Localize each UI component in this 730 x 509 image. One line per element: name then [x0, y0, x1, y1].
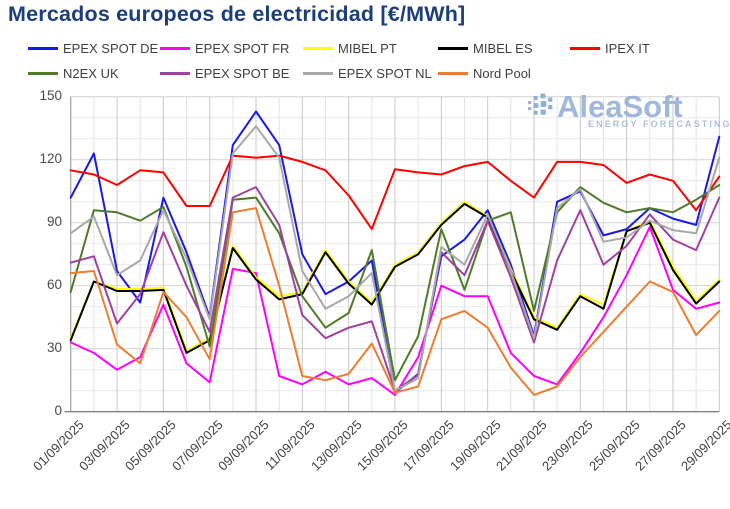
y-tick-label-0: 0: [54, 403, 62, 419]
legend-swatch: [438, 46, 468, 50]
y-tick-label-30: 30: [46, 340, 62, 356]
series-line-mibel-es: [69, 202, 721, 354]
y-tick-label-60: 60: [46, 277, 62, 293]
legend-swatch: [28, 71, 58, 75]
legend-label: EPEX SPOT DE: [63, 40, 159, 56]
legend-item-mibel-es: MIBEL ES: [438, 40, 532, 56]
legend-label: EPEX SPOT NL: [338, 65, 432, 81]
y-tick-label-120: 120: [39, 151, 62, 167]
legend-item-epex-spot-nl: EPEX SPOT NL: [303, 65, 432, 81]
legend-item-n2ex-uk: N2EX UK: [28, 65, 119, 81]
legend-swatch: [160, 46, 190, 50]
series-line-epex-spot-fr: [69, 226, 721, 396]
legend-item-epex-spot-de: EPEX SPOT DE: [28, 40, 158, 56]
legend-label: EPEX SPOT FR: [195, 40, 290, 56]
legend-label: EPEX SPOT BE: [195, 65, 290, 81]
legend-item-ipex-it: IPEX IT: [570, 40, 650, 56]
legend-label: IPEX IT: [605, 40, 650, 56]
aleasoft-watermark: AleaSoft ENERGY FORECASTING: [527, 89, 730, 129]
legend-swatch: [160, 71, 190, 75]
aleasoft-logo-text: AleaSoft: [557, 89, 683, 124]
aleasoft-tagline: ENERGY FORECASTING: [588, 119, 730, 129]
legend-item-epex-spot-be: EPEX SPOT BE: [160, 65, 289, 81]
chart-title: Mercados europeos de electricidad [€/MWh…: [8, 2, 466, 26]
aleasoft-dots-icon: [528, 93, 553, 115]
series-line-nord-pool: [69, 207, 721, 396]
legend-swatch: [303, 71, 333, 75]
legend-swatch: [303, 46, 333, 50]
legend-swatch: [570, 46, 600, 50]
legend-label: MIBEL ES: [473, 40, 533, 56]
legend-label: N2EX UK: [63, 65, 119, 81]
series-line-n2ex-uk: [69, 184, 721, 382]
y-tick-label-150: 150: [39, 88, 62, 104]
legend-label: Nord Pool: [473, 65, 531, 81]
legend-swatch: [28, 46, 58, 50]
y-tick-label-90: 90: [46, 214, 62, 230]
legend-label: MIBEL PT: [338, 40, 397, 56]
legend-swatch: [438, 71, 468, 75]
legend-item-epex-spot-fr: EPEX SPOT FR: [160, 40, 289, 56]
series-line-ipex-it: [69, 154, 721, 231]
legend-item-mibel-pt: MIBEL PT: [303, 40, 397, 56]
legend-item-nord-pool: Nord Pool: [438, 65, 531, 81]
